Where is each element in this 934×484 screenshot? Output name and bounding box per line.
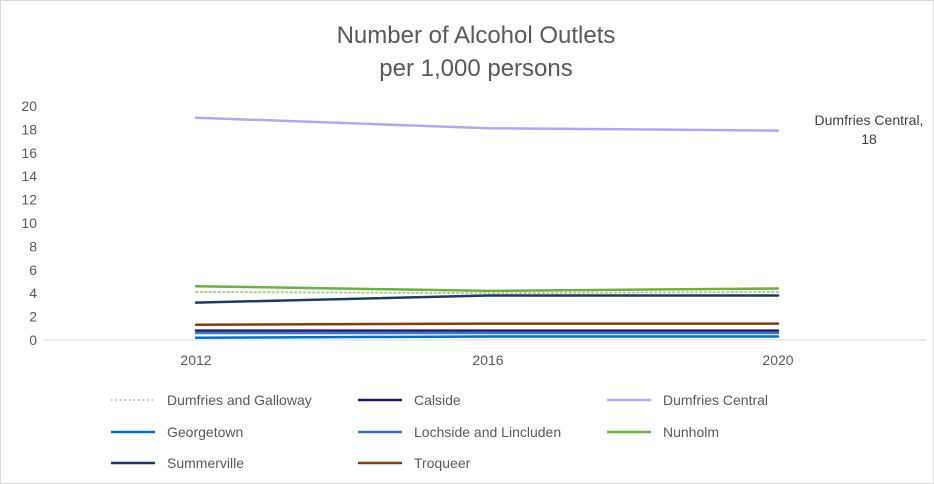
series-line [195, 291, 779, 295]
y-tick-label: 20 [21, 98, 37, 114]
x-tick-label: 2012 [180, 352, 211, 368]
legend-label: Troqueer [414, 455, 471, 471]
legend-label: Dumfries Central [663, 392, 768, 408]
x-axis-tick-labels: 2012 2016 2020 [180, 352, 793, 368]
y-tick-label: 12 [21, 192, 37, 208]
series-lines [194, 116, 780, 339]
y-tick-label: 10 [21, 215, 37, 231]
x-tick-label: 2016 [472, 352, 503, 368]
y-tick-label: 14 [21, 168, 37, 184]
legend-label: Summerville [167, 455, 244, 471]
y-tick-label: 4 [29, 285, 37, 301]
series-line [194, 335, 780, 339]
data-label: Dumfries Central, [815, 112, 924, 128]
y-tick-label: 0 [29, 332, 37, 348]
legend-label: Georgetown [167, 424, 243, 440]
series-line [194, 284, 780, 293]
series-line [194, 322, 780, 327]
y-tick-label: 18 [21, 121, 37, 137]
legend: Dumfries and Galloway Calside Dumfries Cen… [111, 392, 768, 471]
series-line [194, 116, 780, 132]
y-tick-label: 8 [29, 238, 37, 254]
series-line [194, 294, 780, 304]
x-tick-label: 2020 [762, 352, 793, 368]
legend-label: Nunholm [663, 424, 719, 440]
data-label: 18 [861, 131, 877, 147]
y-tick-label: 6 [29, 262, 37, 278]
legend-label: Lochside and Lincluden [414, 424, 561, 440]
y-tick-label: 16 [21, 145, 37, 161]
legend-label: Dumfries and Galloway [167, 392, 312, 408]
y-tick-label: 2 [29, 309, 37, 325]
chart-title-line-2: per 1,000 persons [379, 55, 572, 82]
legend-label: Calside [414, 392, 461, 408]
y-axis-tick-labels: 0 2 4 6 8 10 12 14 16 18 20 [21, 98, 37, 348]
chart-title-line-1: Number of Alcohol Outlets [337, 22, 616, 49]
data-annotations: Dumfries Central, 18 [815, 112, 924, 147]
